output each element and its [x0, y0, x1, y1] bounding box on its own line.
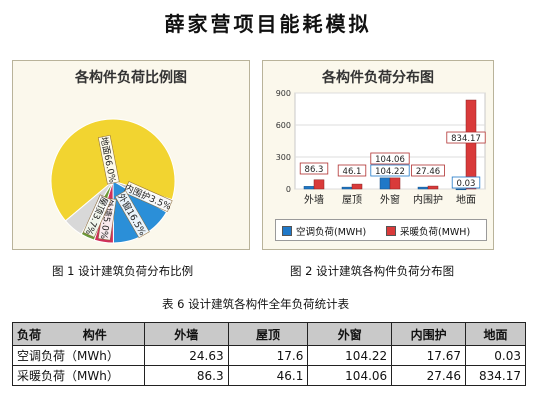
- table-header-cell: 外墙: [143, 322, 229, 346]
- table-cell: 104.06: [307, 365, 393, 386]
- data-label: 46.1: [337, 164, 367, 177]
- table-cell: 834.17: [465, 365, 526, 386]
- bar-heating: [389, 177, 401, 190]
- data-label-box: [451, 176, 481, 189]
- table-cell: 采暖负荷（MWh）: [12, 365, 145, 386]
- legend-swatch-heating: [386, 226, 396, 236]
- data-label-box: [370, 164, 410, 177]
- data-label-text: 46.1: [343, 167, 362, 177]
- data-label-box: [446, 131, 486, 144]
- bar-cooling: [303, 186, 315, 190]
- table-row: 空调负荷（MWh） 24.63 17.6 104.22 17.67 0.03: [12, 345, 526, 366]
- bar-caption: 图 2 设计建筑各构件负荷分布图: [290, 264, 455, 278]
- bar-chart: 0 300 600 900 外墙 屋顶 外窗 内围护 地面 86.3 46.1 104.06 104.2…: [276, 89, 486, 206]
- data-label-text: 86.3: [305, 165, 324, 175]
- x-tick-label: 外窗: [380, 193, 400, 206]
- pie-chart-title: 各构件负荷比例图: [75, 70, 187, 86]
- table-cell: 104.22: [307, 345, 393, 366]
- stats-table: 负荷 构件 外墙 屋顶 外窗 内围护 地面 空调负荷（MWh） 24.63 17…: [12, 322, 526, 386]
- table-cell: 27.46: [391, 365, 466, 386]
- bar-cooling: [417, 186, 429, 190]
- y-tick-label: 600: [276, 121, 291, 130]
- bar-cooling: [341, 186, 353, 190]
- data-label-box: [337, 164, 367, 177]
- table-cell: 17.67: [391, 345, 466, 366]
- table-caption: 表 6 设计建筑各构件全年负荷统计表: [162, 297, 350, 311]
- bar-heating: [465, 99, 477, 190]
- bar-heating: [427, 185, 439, 190]
- table-header-row: 负荷 构件 外墙 屋顶 外窗 内围护 地面: [12, 322, 526, 346]
- x-tick-label: 外墙: [304, 193, 324, 206]
- data-label: 104.06: [370, 152, 410, 165]
- y-tick-label: 900: [276, 89, 291, 98]
- table-row: 采暖负荷（MWh） 86.3 46.1 104.06 27.46 834.17: [12, 365, 526, 386]
- legend-label-heating: 采暖负荷(MWH): [400, 227, 471, 238]
- page-title: 薛家营项目能耗模拟: [164, 12, 372, 36]
- data-label: 86.3: [299, 162, 329, 175]
- table-header-cell: 内围护: [391, 322, 466, 346]
- table-header-cell: 负荷 构件: [12, 322, 145, 346]
- table-cell: 86.3: [143, 365, 229, 386]
- bar-chart-panel: 各构件负荷分布图 0 300 600 900 外墙 屋顶 外窗 内围护 地面 86.3 46.1 10…: [262, 60, 494, 250]
- legend-swatch-cooling: [282, 226, 292, 236]
- pie-label-box: [123, 181, 173, 213]
- pie-label-box: [82, 194, 112, 238]
- data-label-text: 834.17: [451, 134, 481, 144]
- bar-cooling: [379, 177, 391, 190]
- bar-chart-title: 各构件负荷分布图: [322, 70, 434, 86]
- x-tick-label: 内围护: [413, 193, 443, 206]
- y-tick-label: 0: [286, 185, 291, 194]
- bar-heating: [351, 183, 363, 190]
- table-cell: 17.6: [227, 345, 309, 366]
- pie-label-box: [114, 190, 150, 239]
- table-header-cell: 外窗: [307, 322, 393, 346]
- data-label-text: 0.03: [457, 179, 476, 189]
- data-label-text: 104.06: [375, 155, 405, 165]
- table-header-cell: 地面: [465, 322, 526, 346]
- table-cell: 46.1: [227, 365, 309, 386]
- legend-item-heating: 采暖负荷(MWH): [386, 224, 470, 238]
- table-cell: 0.03: [465, 345, 526, 366]
- data-label-text: 104.22: [375, 167, 405, 177]
- data-label-text: 27.46: [416, 167, 440, 177]
- data-label: 27.46: [411, 164, 445, 177]
- table-cell: 24.63: [143, 345, 229, 366]
- data-label: 0.03: [451, 176, 481, 189]
- data-label: 834.17: [446, 131, 486, 144]
- bar-heating: [313, 179, 325, 190]
- pie-caption: 图 1 设计建筑负荷分布比例: [52, 264, 194, 278]
- x-tick-label: 屋顶: [342, 194, 362, 206]
- table-cell: 空调负荷（MWh）: [12, 345, 145, 366]
- pie-chart: 地面66.0%内围护3.5%外窗16.5%外墙5.0%屋顶3.7%: [50, 118, 176, 244]
- bar-cooling: [455, 188, 467, 191]
- pie-chart-panel: 各构件负荷比例图 地面66.0% 内围护3.5% 外窗16.5% 外墙5.0% 屋顶3.…: [12, 60, 250, 250]
- data-label: 104.22: [370, 164, 410, 177]
- table-header-cell: 屋顶: [227, 322, 309, 346]
- y-tick-label: 300: [276, 153, 291, 162]
- data-label-box: [411, 164, 445, 177]
- pie-slice: [64, 180, 114, 235]
- bar-chart-legend: 空调负荷(MWH) 采暖负荷(MWH): [275, 219, 487, 241]
- pie-label-box: [97, 134, 120, 185]
- data-label-box: [370, 152, 410, 165]
- x-tick-label: 地面: [456, 193, 476, 206]
- legend-item-cooling: 空调负荷(MWH): [282, 224, 366, 238]
- data-label-box: [299, 162, 329, 175]
- legend-label-cooling: 空调负荷(MWH): [296, 227, 367, 238]
